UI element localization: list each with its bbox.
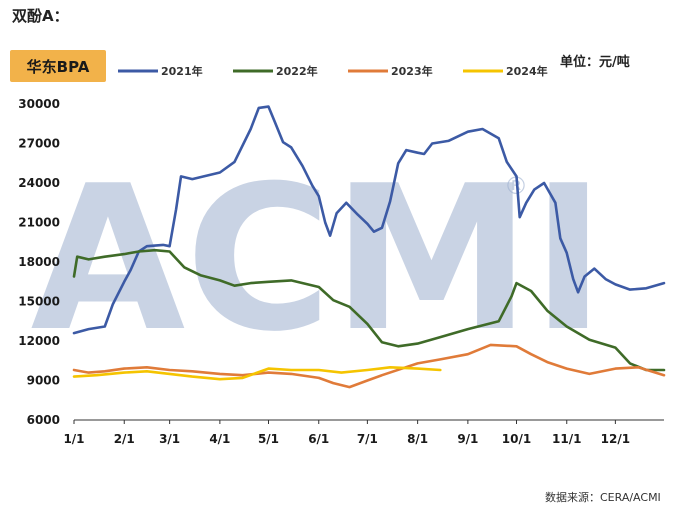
y-tick-label: 12000 — [18, 334, 60, 348]
y-tick-label: 24000 — [18, 176, 60, 190]
legend-label: 2021年 — [161, 64, 203, 78]
series-line — [72, 343, 666, 389]
y-tick-label: 21000 — [18, 216, 60, 230]
unit-label: 单位：元/吨 — [560, 55, 630, 70]
y-tick-label: 9000 — [27, 374, 60, 388]
series-lines — [72, 105, 666, 389]
x-tick-label: 9/1 — [457, 432, 478, 446]
y-tick-label: 15000 — [18, 295, 60, 309]
y-tick-label: 30000 — [18, 97, 60, 111]
y-axis: 6000 9000 12000 15000 18000 21000 24000 27000 30… — [18, 97, 60, 427]
y-tick-label: 18000 — [18, 255, 60, 269]
legend-label: 2024年 — [506, 64, 548, 78]
y-tick-label: 27000 — [18, 137, 60, 151]
legend-label: 2022年 — [276, 64, 318, 78]
x-tick-label: 6/1 — [308, 432, 329, 446]
x-tick-label: 7/1 — [357, 432, 378, 446]
heading: 双酚A： — [12, 7, 69, 25]
legend-label: 2023年 — [391, 64, 433, 78]
legend: 2021年 2022年 2023年 2024年 — [118, 64, 548, 78]
watermark: ACMI — [31, 143, 606, 376]
series-line — [72, 248, 666, 372]
x-tick-label: 8/1 — [407, 432, 428, 446]
x-tick-label: 4/1 — [209, 432, 230, 446]
x-tick-label: 1/1 — [63, 432, 84, 446]
x-tick-label: 10/1 — [502, 432, 531, 446]
region-badge: 华东BPA — [10, 50, 106, 82]
series-line — [72, 105, 666, 335]
x-tick-label: 5/1 — [258, 432, 279, 446]
x-axis: 1/1 2/1 3/1 4/1 5/1 6/1 7/1 8/1 9/1 10/1 11/1 12/1 — [63, 419, 664, 446]
x-tick-label: 12/1 — [601, 432, 630, 446]
source-label: 数据来源：CERA/ACMI — [545, 491, 661, 504]
y-tick-label: 6000 — [27, 413, 60, 427]
x-tick-label: 3/1 — [159, 432, 180, 446]
x-tick-label: 11/1 — [552, 432, 581, 446]
series-line — [72, 365, 442, 381]
x-tick-label: 2/1 — [114, 432, 135, 446]
